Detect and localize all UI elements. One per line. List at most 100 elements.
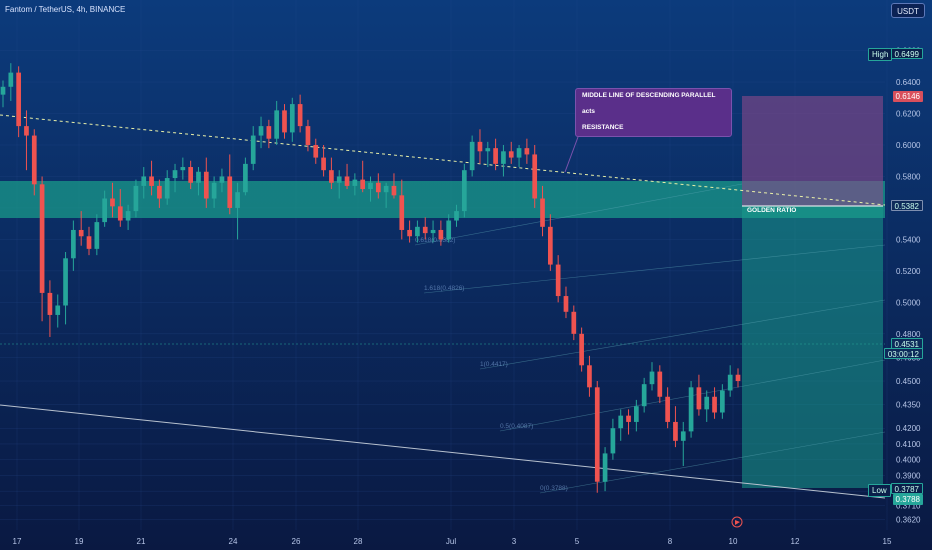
candle-body[interactable]: [102, 198, 107, 223]
candle-body[interactable]: [78, 229, 84, 237]
candle-body[interactable]: [110, 198, 115, 207]
candle-body[interactable]: [430, 229, 436, 234]
candle-body[interactable]: [407, 229, 412, 237]
candle-body[interactable]: [485, 148, 491, 152]
candle-body[interactable]: [727, 374, 733, 391]
candle-body[interactable]: [657, 371, 663, 397]
candle-body[interactable]: [626, 415, 631, 422]
candle-body[interactable]: [243, 163, 248, 193]
candle-body[interactable]: [618, 415, 624, 429]
candle-body[interactable]: [547, 226, 553, 265]
candle-body[interactable]: [180, 167, 186, 171]
candle-body[interactable]: [532, 154, 538, 199]
replay-icon[interactable]: [731, 516, 743, 528]
candle-body[interactable]: [696, 387, 702, 410]
candle-body[interactable]: [289, 104, 295, 133]
candle-body[interactable]: [587, 365, 592, 388]
candle-body[interactable]: [360, 179, 366, 190]
candle-body[interactable]: [16, 72, 21, 127]
currency-button[interactable]: USDT: [891, 3, 925, 18]
candle-body[interactable]: [493, 148, 498, 164]
candle-body[interactable]: [196, 171, 201, 183]
candle-body[interactable]: [454, 211, 459, 221]
candle-body[interactable]: [555, 264, 561, 297]
symbol-title[interactable]: Fantom / TetherUS, 4h, BINANCE: [5, 5, 126, 14]
candle-body[interactable]: [422, 226, 428, 234]
candle-body[interactable]: [383, 185, 389, 193]
candle-body[interactable]: [329, 170, 334, 183]
candle-body[interactable]: [8, 72, 14, 87]
candle-body[interactable]: [399, 195, 405, 230]
candle-body[interactable]: [125, 211, 131, 221]
candle-body[interactable]: [172, 170, 178, 179]
candle-body[interactable]: [688, 387, 694, 432]
candle-body[interactable]: [86, 236, 92, 249]
candle-body[interactable]: [31, 135, 37, 185]
candle-body[interactable]: [594, 387, 600, 482]
candle-body[interactable]: [438, 229, 444, 240]
candle-body[interactable]: [641, 384, 647, 407]
candle-body[interactable]: [571, 311, 577, 334]
candle-body[interactable]: [344, 176, 350, 186]
candle-body[interactable]: [313, 144, 319, 158]
candle-body[interactable]: [446, 220, 452, 240]
candle-body[interactable]: [157, 185, 162, 199]
candle-body[interactable]: [680, 431, 686, 441]
candle-body[interactable]: [368, 182, 373, 190]
candle-body[interactable]: [141, 176, 147, 186]
candle-body[interactable]: [117, 206, 123, 221]
candle-body[interactable]: [0, 86, 6, 95]
candle-body[interactable]: [540, 198, 545, 227]
candle-body[interactable]: [235, 192, 240, 208]
candle-body[interactable]: [516, 148, 522, 158]
candle-body[interactable]: [305, 126, 311, 145]
candle-body[interactable]: [610, 428, 616, 454]
candle-body[interactable]: [55, 305, 61, 315]
candle-body[interactable]: [94, 222, 100, 249]
candle-body[interactable]: [63, 258, 68, 306]
callout-box[interactable]: MIDDLE LINE OF DESCENDING PARALLEL acts …: [575, 88, 732, 137]
candle-body[interactable]: [649, 371, 655, 385]
candle-body[interactable]: [24, 126, 29, 136]
candle-body[interactable]: [133, 185, 139, 212]
candle-body[interactable]: [188, 167, 194, 183]
candle-body[interactable]: [203, 171, 209, 199]
candle-body[interactable]: [524, 148, 530, 155]
candle-body[interactable]: [563, 296, 569, 312]
candle-body[interactable]: [227, 176, 233, 208]
candle-body[interactable]: [501, 151, 506, 164]
candle-body[interactable]: [579, 333, 584, 366]
candle-body[interactable]: [282, 110, 287, 133]
lower-parallel-line[interactable]: [0, 404, 886, 499]
candle-body[interactable]: [634, 406, 639, 422]
candle-body[interactable]: [602, 453, 608, 482]
candle-body[interactable]: [336, 176, 342, 183]
time-axis[interactable]: 17 19 21 24 26 28 Jul 3 5 8 10 12 15: [13, 537, 892, 546]
candle-body[interactable]: [274, 110, 280, 139]
candle-body[interactable]: [704, 396, 710, 410]
candle-body[interactable]: [673, 421, 678, 441]
candle-body[interactable]: [391, 185, 397, 196]
candle-body[interactable]: [219, 176, 225, 183]
candle-body[interactable]: [321, 157, 326, 171]
candle-body[interactable]: [211, 182, 217, 199]
middle-parallel-line[interactable]: [0, 114, 886, 206]
candle-body[interactable]: [164, 178, 170, 199]
candle-body[interactable]: [39, 184, 45, 293]
candle-body[interactable]: [469, 141, 475, 171]
candle-body[interactable]: [71, 229, 76, 259]
candle-body[interactable]: [477, 141, 483, 152]
candle-body[interactable]: [297, 104, 303, 127]
candle-body[interactable]: [266, 126, 272, 139]
candle-body[interactable]: [735, 374, 741, 382]
candle-body[interactable]: [352, 179, 358, 186]
candle-body[interactable]: [149, 176, 154, 186]
candle-body[interactable]: [258, 126, 264, 136]
candle-body[interactable]: [508, 151, 514, 158]
candle-body[interactable]: [250, 135, 256, 164]
candle-body[interactable]: [415, 226, 420, 237]
candle-body[interactable]: [375, 182, 381, 193]
candle-body[interactable]: [461, 170, 467, 212]
candle-body[interactable]: [712, 396, 717, 413]
